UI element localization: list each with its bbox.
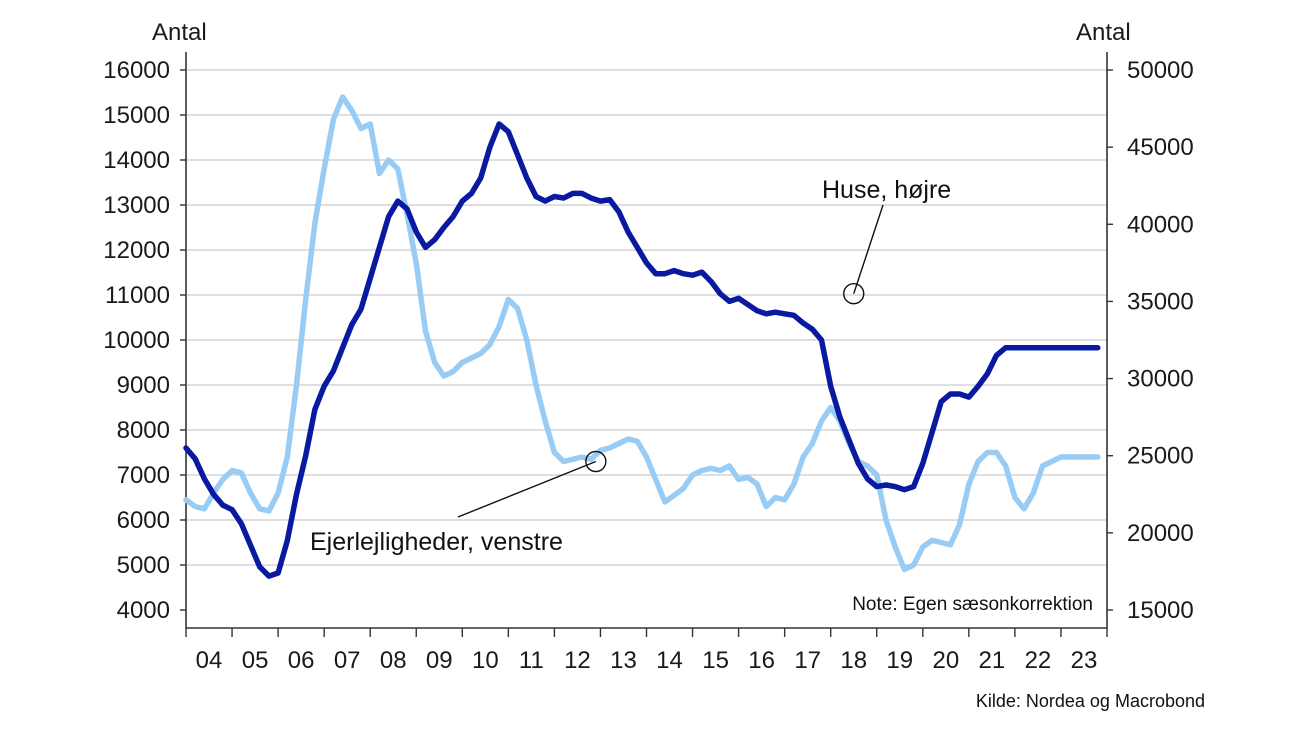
x-tick-label: 09 [426,647,453,674]
x-tick-label: 11 [519,647,544,674]
y-tick-left-label: 11000 [105,282,170,309]
annotation-ejerlejligheder: Ejerlejligheder, venstre [310,528,563,556]
x-tick-label: 14 [656,647,683,674]
y-tick-left-label: 4000 [117,597,170,624]
y-ticks-right: 15000 20000 25000 30000 35000 40000 45000 50000 [1107,57,1194,624]
y-tick-left-label: 10000 [103,327,170,354]
y-tick-right-label: 20000 [1127,520,1194,547]
y-tick-right-label: 35000 [1127,288,1194,315]
y-ticks-left: 4000 5000 6000 7000 8000 9000 10000 11000 12000 1… [103,57,186,624]
series-line-huse [183,121,1101,579]
annotation-huse: Huse, højre [822,176,951,204]
x-tick-label: 17 [794,647,821,674]
y-tick-left-label: 8000 [117,417,170,444]
x-tick-label: 12 [564,647,591,674]
annotation-leader-line [853,204,884,294]
x-tick-label: 16 [748,647,775,674]
x-tick-label: 05 [242,647,269,674]
y-axis-left-label: Antal [152,19,207,46]
x-tick-label: 10 [472,647,499,674]
annotation-marker [585,450,607,473]
x-tick-label: 21 [979,647,1006,674]
x-tick-label: 20 [932,647,959,674]
y-tick-right-label: 50000 [1127,57,1194,84]
series-lines [183,94,1101,579]
x-ticks: 04 05 06 07 08 09 10 11 12 13 14 15 16 17 18 19 20 21 22 23 [185,628,1108,674]
y-tick-left-label: 6000 [117,507,170,534]
annotation-leader-line [457,460,597,518]
y-tick-left-label: 16000 [103,57,170,84]
series-line-ejerlejligheder [183,94,1101,573]
x-tick-label: 04 [196,647,223,674]
x-tick-label: 06 [288,647,315,674]
x-tick-label: 23 [1071,647,1098,674]
y-tick-left-label: 5000 [117,552,170,579]
note-text: Note: Egen sæsonkorrektion [852,594,1093,615]
y-tick-right-label: 25000 [1127,443,1194,470]
y-tick-left-label: 14000 [103,147,170,174]
x-tick-label: 08 [380,647,407,674]
y-tick-left-label: 12000 [103,237,170,264]
x-tick-label: 13 [610,647,637,674]
y-tick-right-label: 40000 [1127,211,1194,238]
y-tick-right-label: 45000 [1127,134,1194,161]
y-tick-left-label: 13000 [103,192,170,219]
x-tick-label: 18 [840,647,867,674]
y-tick-right-label: 15000 [1127,597,1194,624]
source-text: Kilde: Nordea og Macrobond [976,691,1205,711]
y-tick-left-label: 15000 [103,102,170,129]
y-tick-left-label: 7000 [117,462,170,489]
grid [186,69,1107,566]
x-tick-label: 15 [702,647,729,674]
x-tick-label: 19 [886,647,913,674]
x-tick-label: 07 [334,647,361,674]
x-tick-label: 22 [1025,647,1052,674]
y-tick-left-label: 9000 [117,372,170,399]
y-tick-right-label: 30000 [1127,366,1194,393]
y-axis-right-label: Antal [1076,19,1131,46]
annotation-marker [843,283,865,305]
annotations [457,204,884,518]
